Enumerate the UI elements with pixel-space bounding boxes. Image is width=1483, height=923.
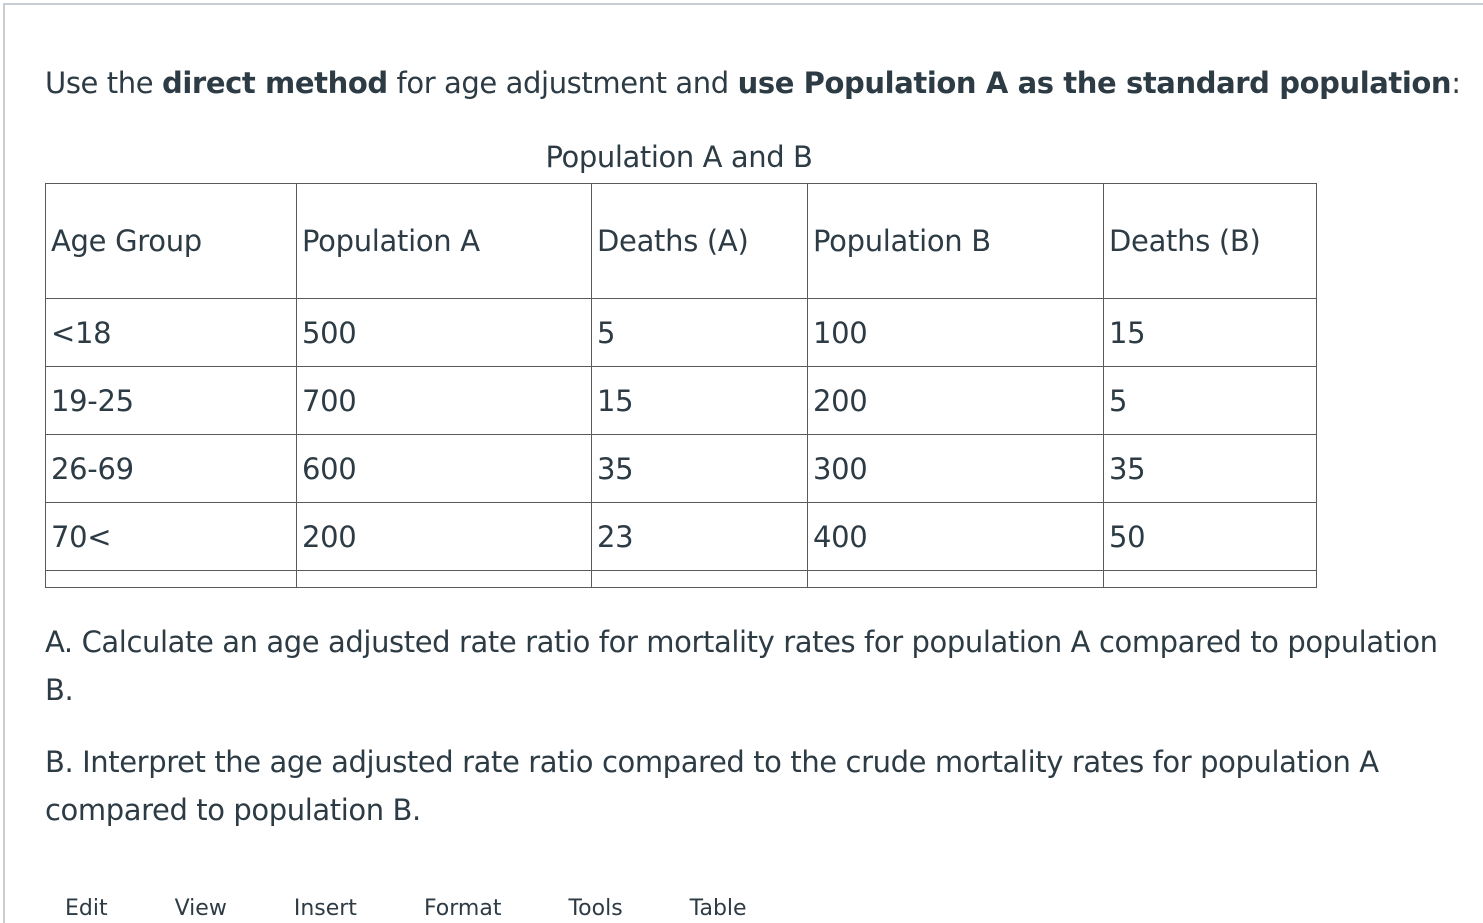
table-row: 70< 200 23 400 50 — [45, 502, 1317, 571]
table-row: <18 500 5 100 15 — [45, 298, 1317, 367]
cell-age-group: <18 — [45, 298, 297, 367]
instructions-direct-method: direct method — [162, 66, 388, 100]
empty-cell — [296, 570, 592, 588]
cell-deaths-b: 5 — [1103, 366, 1317, 435]
table-row: 19-25 700 15 200 5 — [45, 366, 1317, 435]
empty-cell — [807, 570, 1104, 588]
cell-population-a: 200 — [296, 502, 592, 571]
population-table: Age Group Population A Deaths (A) Popula… — [45, 183, 1317, 588]
instructions-prefix: Use the — [45, 66, 163, 100]
cell-population-b: 300 — [807, 434, 1104, 503]
menu-insert[interactable]: Insert — [293, 896, 357, 921]
cell-population-a: 700 — [296, 366, 592, 435]
header-population-b: Population B — [807, 183, 1104, 299]
menu-edit[interactable]: Edit — [65, 896, 108, 921]
empty-cell — [1103, 570, 1317, 588]
instructions-suffix: : — [1451, 66, 1461, 100]
cell-deaths-a: 5 — [591, 298, 808, 367]
header-population-a: Population A — [296, 183, 592, 299]
question-frame — [3, 3, 1483, 923]
table-header-row: Age Group Population A Deaths (A) Popula… — [45, 183, 1317, 299]
cell-deaths-b: 50 — [1103, 502, 1317, 571]
table-empty-row — [45, 570, 1317, 588]
cell-deaths-a: 35 — [591, 434, 808, 503]
instructions: Use the direct method for age adjustment… — [45, 66, 1461, 100]
table-row: 26-69 600 35 300 35 — [45, 434, 1317, 503]
cell-population-a: 600 — [296, 434, 592, 503]
cell-age-group: 19-25 — [45, 366, 297, 435]
menu-tools[interactable]: Tools — [568, 896, 623, 921]
cell-population-b: 400 — [807, 502, 1104, 571]
question-a: A. Calculate an age adjusted rate ratio … — [45, 625, 1438, 707]
empty-cell — [591, 570, 808, 588]
cell-deaths-b: 35 — [1103, 434, 1317, 503]
header-deaths-b: Deaths (B) — [1103, 183, 1317, 299]
cell-deaths-a: 15 — [591, 366, 808, 435]
header-deaths-a: Deaths (A) — [591, 183, 808, 299]
cell-population-b: 100 — [807, 298, 1104, 367]
menu-table[interactable]: Table — [689, 896, 747, 921]
cell-age-group: 26-69 — [45, 434, 297, 503]
cell-deaths-a: 23 — [591, 502, 808, 571]
header-age-group: Age Group — [45, 183, 297, 299]
cell-population-b: 200 — [807, 366, 1104, 435]
instructions-middle: for age adjustment and — [387, 66, 738, 100]
cell-age-group: 70< — [45, 502, 297, 571]
menu-format[interactable]: Format — [423, 896, 502, 921]
table-caption: Population A and B — [545, 140, 813, 174]
cell-population-a: 500 — [296, 298, 592, 367]
menu-view[interactable]: View — [174, 896, 227, 921]
instructions-standard-population: use Population A as the standard populat… — [737, 66, 1452, 100]
empty-cell — [45, 570, 297, 588]
cell-deaths-b: 15 — [1103, 298, 1317, 367]
editor-menubar: Edit View Insert Format Tools Table — [65, 896, 807, 921]
question-b: B. Interpret the age adjusted rate ratio… — [45, 745, 1379, 827]
